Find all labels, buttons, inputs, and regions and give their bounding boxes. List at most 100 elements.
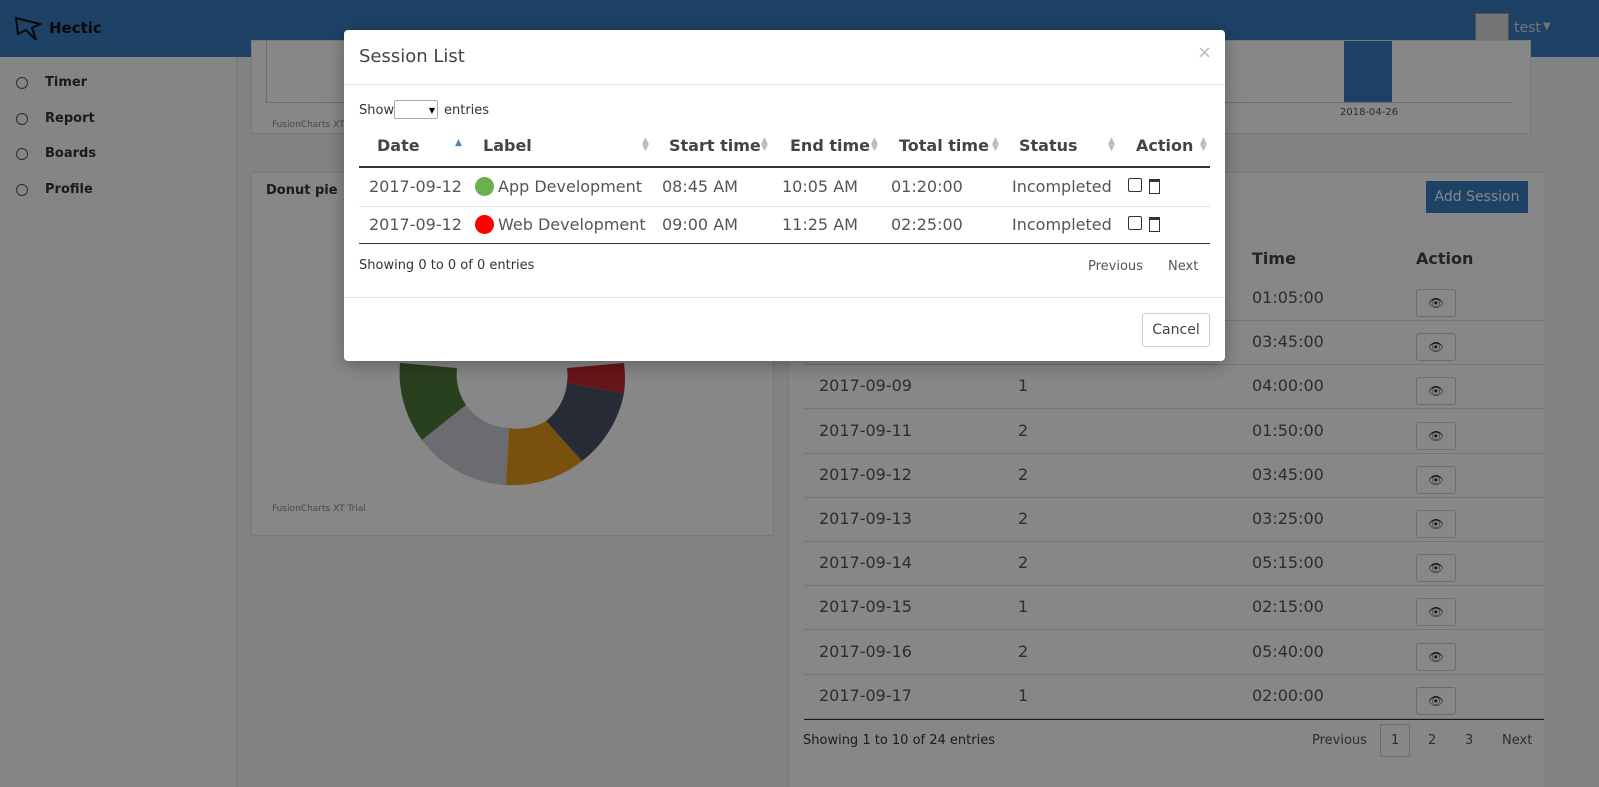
- divider: [344, 297, 1225, 298]
- label-color-dot: [475, 215, 494, 234]
- cell-time: 05:15:00: [1252, 553, 1324, 573]
- cell-date: 2017-09-12: [369, 177, 462, 196]
- cell-label: Web Development: [498, 215, 646, 234]
- view-button[interactable]: 👁: [1416, 377, 1456, 406]
- cell-date: 2017-09-09: [819, 376, 912, 396]
- brand[interactable]: Hectic: [49, 19, 102, 37]
- delete-icon[interactable]: [1149, 179, 1160, 194]
- page-button[interactable]: Next: [1502, 733, 1533, 748]
- cell-total: 01:20:00: [891, 177, 963, 196]
- view-button[interactable]: 👁: [1416, 465, 1456, 494]
- row-rule: [359, 206, 1210, 207]
- sort-indicator[interactable]: ▲ ▼: [761, 136, 768, 153]
- table-info: Showing 0 to 0 of 0 entries: [359, 258, 535, 273]
- view-button[interactable]: 👁: [1416, 554, 1456, 583]
- cell-status: Incompleted: [1012, 177, 1112, 196]
- column-header[interactable]: Label: [483, 136, 532, 155]
- view-button[interactable]: 👁: [1416, 686, 1456, 715]
- cell-count: 1: [1018, 597, 1029, 617]
- column-header[interactable]: Status: [1019, 136, 1078, 155]
- user-menu[interactable]: test: [1514, 20, 1541, 36]
- edit-icon[interactable]: [1128, 216, 1142, 230]
- cell-time: 03:25:00: [1252, 509, 1324, 528]
- cell-time: 03:45:00: [1252, 332, 1324, 352]
- row-rule: [804, 629, 1544, 631]
- cell-count: 1: [1018, 376, 1029, 396]
- view-button[interactable]: 👁: [1416, 289, 1456, 317]
- sort-indicator[interactable]: ▲ ▼: [1108, 136, 1115, 153]
- row-rule: [804, 585, 1544, 587]
- page-button[interactable]: 3: [1465, 733, 1474, 748]
- divider: [344, 84, 1225, 85]
- add-session-button[interactable]: Add Session: [1426, 181, 1528, 213]
- nav-icon: [16, 148, 28, 160]
- cell-start: 09:00 AM: [662, 215, 738, 234]
- sort-indicator[interactable]: ▲ ▼: [642, 136, 649, 153]
- modal-title: Session List: [359, 46, 465, 67]
- row-rule: [804, 673, 1544, 675]
- cell-status: Incompleted: [1012, 215, 1112, 234]
- page-button[interactable]: 2: [1428, 733, 1437, 748]
- cell-date: 2017-09-17: [819, 685, 912, 705]
- cell-time: 02:00:00: [1252, 685, 1324, 705]
- cell-count: 1: [1018, 685, 1029, 705]
- view-button[interactable]: 👁: [1416, 333, 1456, 362]
- cell-count: 2: [1018, 553, 1029, 573]
- nav-item[interactable]: Boards: [45, 146, 97, 161]
- cell-time: 01:50:00: [1252, 420, 1324, 440]
- label-color-dot: [475, 177, 494, 196]
- logo: [14, 16, 42, 41]
- next-button[interactable]: Next: [1168, 259, 1199, 274]
- entries-label: entries: [444, 103, 490, 118]
- cell-label: App Development: [498, 177, 643, 196]
- watermark: FusionCharts XT Trial: [272, 504, 366, 514]
- column-header[interactable]: Start time: [669, 136, 761, 155]
- sort-indicator[interactable]: ▲ ▼: [1200, 136, 1207, 153]
- cell-time: 04:00:00: [1252, 376, 1324, 396]
- cell-time: 03:45:00: [1252, 464, 1324, 484]
- watermark: FusionCharts XT: [272, 120, 345, 130]
- column-header[interactable]: Total time: [899, 136, 989, 155]
- cancel-button[interactable]: Cancel: [1142, 313, 1210, 347]
- edit-icon[interactable]: [1128, 178, 1142, 192]
- nav-icon: [16, 183, 28, 196]
- view-button[interactable]: 👁: [1416, 421, 1456, 450]
- entries-select[interactable]: ▼: [394, 100, 438, 119]
- delete-icon[interactable]: [1149, 217, 1160, 232]
- row-rule: [804, 496, 1544, 498]
- cell-date: 2017-09-16: [819, 641, 912, 661]
- column-header[interactable]: Action: [1416, 249, 1474, 268]
- page-button[interactable]: Previous: [1312, 733, 1367, 748]
- cell-total: 02:25:00: [891, 215, 963, 234]
- sort-indicator[interactable]: ▲ ▼: [871, 136, 878, 153]
- view-button[interactable]: 👁: [1416, 510, 1456, 538]
- cell-count: 2: [1018, 464, 1029, 484]
- cell-date: 2017-09-15: [819, 597, 912, 617]
- nav-icon: [16, 77, 28, 89]
- cell-time: 01:05:00: [1252, 288, 1324, 307]
- cell-end: 11:25 AM: [782, 215, 858, 234]
- sort-indicator[interactable]: ▲ ▼: [992, 136, 999, 153]
- table-header-rule: [359, 166, 1210, 168]
- nav-item[interactable]: Report: [45, 110, 95, 126]
- nav-item[interactable]: Timer: [45, 75, 88, 90]
- previous-button[interactable]: Previous: [1088, 259, 1143, 274]
- view-button[interactable]: 👁: [1416, 598, 1456, 627]
- column-header[interactable]: Action: [1136, 136, 1194, 155]
- table-bottom-rule: [359, 243, 1210, 244]
- row-rule: [804, 408, 1544, 410]
- column-header[interactable]: End time: [790, 136, 870, 155]
- page-button[interactable]: 1: [1380, 724, 1411, 757]
- column-header[interactable]: Date: [377, 136, 420, 155]
- panel-title: Donut pie: [266, 183, 338, 198]
- view-button[interactable]: 👁: [1416, 642, 1456, 671]
- nav-item[interactable]: Profile: [45, 181, 93, 197]
- sort-indicator[interactable]: ▲: [455, 138, 462, 148]
- cell-time: 05:40:00: [1252, 641, 1324, 661]
- column-header[interactable]: Time: [1252, 249, 1296, 268]
- table-bottom-rule: [804, 719, 1544, 720]
- cell-time: 02:15:00: [1252, 597, 1324, 617]
- cell-count: 2: [1018, 509, 1029, 528]
- close-button[interactable]: ×: [1197, 42, 1213, 63]
- table-info: Showing 1 to 10 of 24 entries: [803, 733, 995, 748]
